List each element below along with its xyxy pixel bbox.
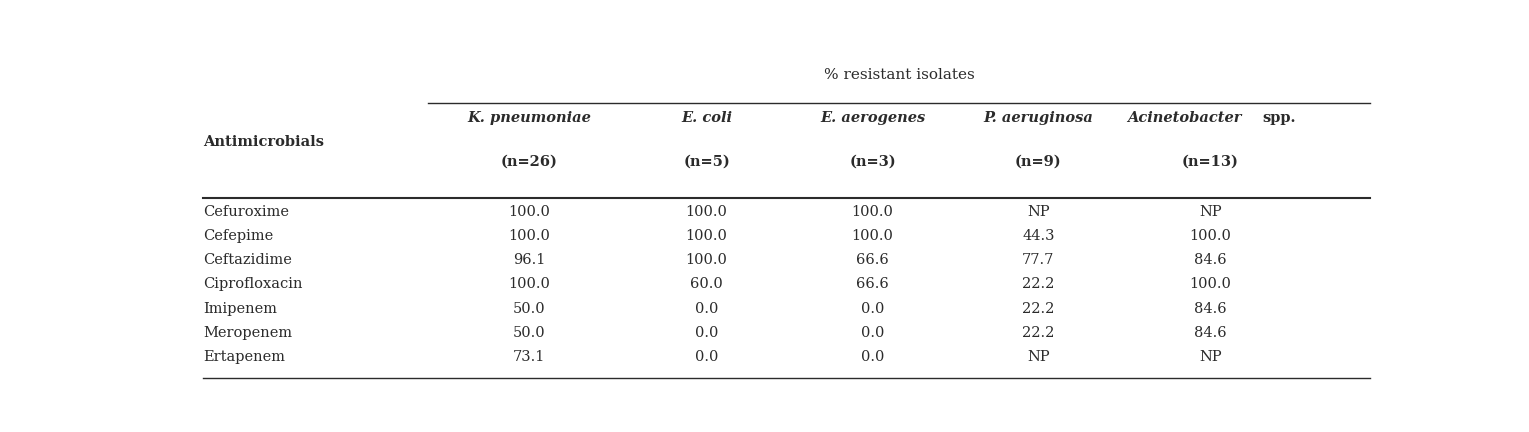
Text: 22.2: 22.2 [1023, 326, 1055, 340]
Text: 66.6: 66.6 [856, 253, 888, 267]
Text: Meropenem: Meropenem [203, 326, 292, 340]
Text: NP: NP [1027, 350, 1050, 364]
Text: 0.0: 0.0 [694, 350, 719, 364]
Text: (n=26): (n=26) [500, 155, 557, 168]
Text: NP: NP [1199, 350, 1222, 364]
Text: 0.0: 0.0 [861, 350, 884, 364]
Text: 0.0: 0.0 [861, 326, 884, 340]
Text: 84.6: 84.6 [1194, 326, 1226, 340]
Text: 66.6: 66.6 [856, 277, 888, 291]
Text: 100.0: 100.0 [508, 277, 550, 291]
Text: 0.0: 0.0 [694, 326, 719, 340]
Text: 96.1: 96.1 [512, 253, 544, 267]
Text: E. aerogenes: E. aerogenes [820, 111, 925, 125]
Text: 73.1: 73.1 [512, 350, 544, 364]
Text: NP: NP [1027, 204, 1050, 219]
Text: 100.0: 100.0 [685, 204, 728, 219]
Text: Ceftazidime: Ceftazidime [203, 253, 292, 267]
Text: (n=5): (n=5) [683, 155, 729, 168]
Text: 100.0: 100.0 [685, 229, 728, 243]
Text: 77.7: 77.7 [1023, 253, 1055, 267]
Text: Ertapenem: Ertapenem [203, 350, 284, 364]
Text: Ciprofloxacin: Ciprofloxacin [203, 277, 303, 291]
Text: NP: NP [1199, 204, 1222, 219]
Text: (n=3): (n=3) [849, 155, 896, 168]
Text: 100.0: 100.0 [1190, 277, 1231, 291]
Text: K. pneumoniae: K. pneumoniae [466, 111, 590, 125]
Text: 100.0: 100.0 [852, 229, 893, 243]
Text: E. coli: E. coli [680, 111, 732, 125]
Text: 100.0: 100.0 [508, 229, 550, 243]
Text: 44.3: 44.3 [1021, 229, 1055, 243]
Text: % resistant isolates: % resistant isolates [824, 68, 974, 83]
Text: (n=13): (n=13) [1182, 155, 1238, 168]
Text: Antimicrobials: Antimicrobials [203, 135, 324, 149]
Text: 100.0: 100.0 [508, 204, 550, 219]
Text: spp.: spp. [1261, 111, 1295, 125]
Text: (n=9): (n=9) [1015, 155, 1061, 168]
Text: 100.0: 100.0 [1190, 229, 1231, 243]
Text: Cefuroxime: Cefuroxime [203, 204, 289, 219]
Text: 0.0: 0.0 [694, 302, 719, 316]
Text: P. aeruginosa: P. aeruginosa [983, 111, 1093, 125]
Text: 0.0: 0.0 [861, 302, 884, 316]
Text: 84.6: 84.6 [1194, 253, 1226, 267]
Text: 50.0: 50.0 [512, 326, 546, 340]
Text: 100.0: 100.0 [852, 204, 893, 219]
Text: 50.0: 50.0 [512, 302, 546, 316]
Text: 22.2: 22.2 [1023, 277, 1055, 291]
Text: 84.6: 84.6 [1194, 302, 1226, 316]
Text: 60.0: 60.0 [690, 277, 723, 291]
Text: 22.2: 22.2 [1023, 302, 1055, 316]
Text: Cefepime: Cefepime [203, 229, 274, 243]
Text: 100.0: 100.0 [685, 253, 728, 267]
Text: Acinetobacter: Acinetobacter [1127, 111, 1242, 125]
Text: Imipenem: Imipenem [203, 302, 277, 316]
